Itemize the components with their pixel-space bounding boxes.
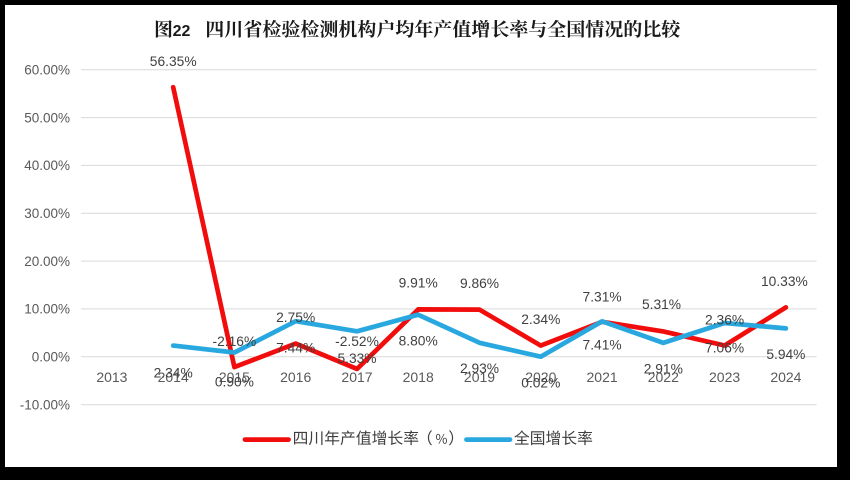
- svg-text:2020: 2020: [525, 369, 556, 385]
- svg-text:0.90%: 0.90%: [215, 374, 254, 389]
- svg-text:7.44%: 7.44%: [276, 340, 315, 355]
- svg-text:60.00%: 60.00%: [24, 62, 70, 77]
- svg-text:8.80%: 8.80%: [399, 333, 438, 348]
- svg-text:56.35%: 56.35%: [150, 54, 197, 69]
- svg-text:7.41%: 7.41%: [583, 338, 622, 353]
- svg-text:20.00%: 20.00%: [24, 254, 70, 269]
- svg-text:2.91%: 2.91%: [644, 361, 683, 376]
- svg-text:2.75%: 2.75%: [276, 310, 315, 325]
- svg-text:2019: 2019: [464, 369, 495, 385]
- svg-text:5.33%: 5.33%: [337, 351, 376, 366]
- svg-text:10.33%: 10.33%: [761, 274, 808, 289]
- svg-text:2016: 2016: [280, 369, 311, 385]
- svg-text:5.94%: 5.94%: [766, 347, 805, 362]
- svg-text:10.00%: 10.00%: [24, 302, 70, 317]
- svg-text:2.34%: 2.34%: [154, 365, 193, 380]
- svg-text:40.00%: 40.00%: [24, 158, 70, 173]
- svg-text:2.36%: 2.36%: [705, 313, 744, 328]
- svg-text:-2.52%: -2.52%: [335, 334, 379, 349]
- svg-text:9.86%: 9.86%: [460, 276, 499, 291]
- svg-text:2023: 2023: [709, 369, 740, 385]
- svg-text:50.00%: 50.00%: [24, 110, 70, 125]
- svg-text:2021: 2021: [587, 369, 618, 385]
- svg-text:-10.00%: -10.00%: [20, 397, 70, 412]
- svg-text:2017: 2017: [341, 369, 372, 385]
- svg-text:7.06%: 7.06%: [705, 341, 744, 356]
- svg-text:-2.16%: -2.16%: [213, 334, 257, 349]
- svg-text:2.34%: 2.34%: [521, 312, 560, 327]
- svg-text:2015: 2015: [219, 369, 250, 385]
- svg-text:0.02%: 0.02%: [521, 375, 560, 390]
- svg-text:0.00%: 0.00%: [32, 350, 70, 365]
- svg-text:2013: 2013: [96, 369, 127, 385]
- svg-text:2014: 2014: [158, 369, 189, 385]
- svg-text:5.31%: 5.31%: [642, 297, 681, 312]
- svg-text:9.91%: 9.91%: [399, 275, 438, 290]
- svg-text:2.93%: 2.93%: [460, 361, 499, 376]
- svg-text:7.31%: 7.31%: [583, 290, 622, 305]
- svg-text:2024: 2024: [770, 369, 801, 385]
- svg-text:2022: 2022: [648, 369, 679, 385]
- svg-text:2018: 2018: [403, 369, 434, 385]
- svg-text:30.00%: 30.00%: [24, 206, 70, 221]
- svg-text:22: 22: [173, 23, 191, 40]
